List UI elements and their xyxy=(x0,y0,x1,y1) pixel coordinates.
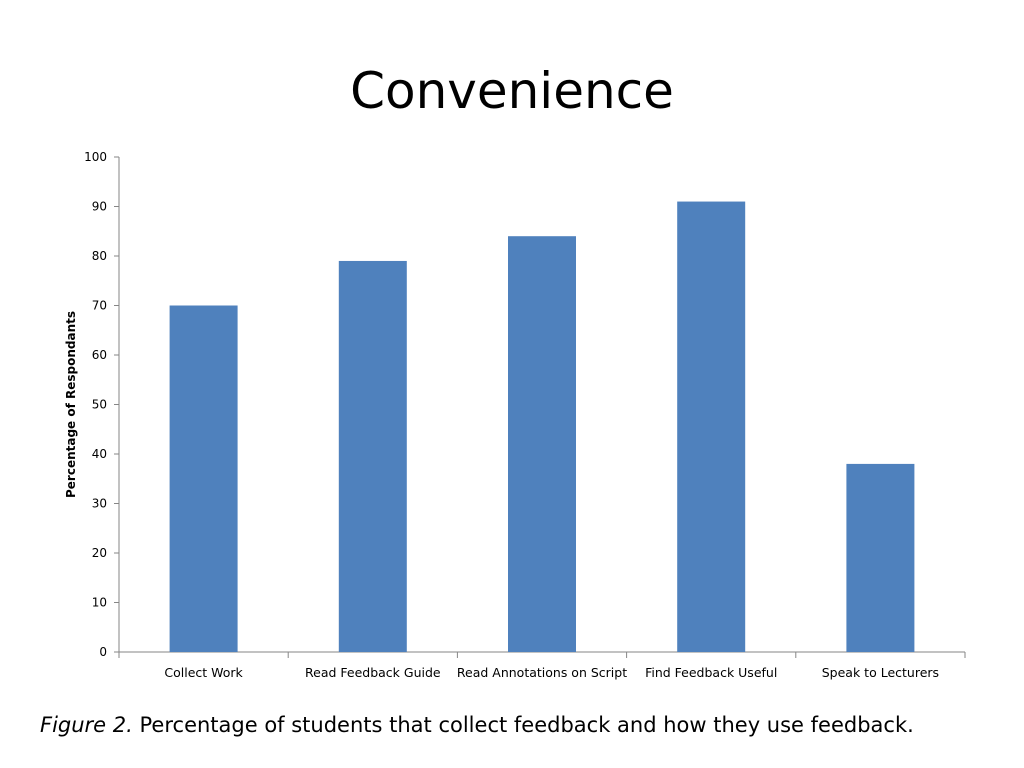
bar xyxy=(338,260,407,652)
y-tick-label: 100 xyxy=(84,150,107,164)
y-tick-label: 60 xyxy=(92,348,107,362)
x-category-label: Find Feedback Useful xyxy=(645,665,777,680)
x-category-label: Read Annotations on Script xyxy=(457,665,627,680)
plot-area: 0 10 20 30 40 50 60 70 80 90 100 Collect Work Read F… xyxy=(64,150,966,680)
y-axis-title: Percentage of Respondants xyxy=(64,311,78,498)
bar xyxy=(169,305,238,652)
x-category-label: Speak to Lecturers xyxy=(822,665,939,680)
y-tick-label: 50 xyxy=(92,398,107,412)
bar xyxy=(846,463,915,652)
slide-title: Convenience xyxy=(350,62,674,120)
y-tick-label: 90 xyxy=(92,200,107,214)
y-tick-label: 70 xyxy=(92,299,107,313)
x-category-label: Read Feedback Guide xyxy=(305,665,441,680)
figure-caption: Figure 2. Percentage of students that co… xyxy=(40,713,914,737)
y-tick-label: 20 xyxy=(92,546,107,560)
y-tick-label: 0 xyxy=(99,645,107,659)
figure-label: Figure 2. xyxy=(40,713,133,737)
x-category-label: Collect Work xyxy=(164,665,243,680)
y-tick-label: 40 xyxy=(92,447,107,461)
bar xyxy=(508,236,576,652)
bar xyxy=(677,201,746,653)
y-tick-label: 10 xyxy=(92,596,107,610)
bar-chart: 0 10 20 30 40 50 60 70 80 90 100 Collect Work Read F… xyxy=(64,150,966,680)
figure-caption-text: Percentage of students that collect feed… xyxy=(139,713,914,737)
y-tick-label: 30 xyxy=(92,497,107,511)
y-tick-label: 80 xyxy=(92,249,107,263)
